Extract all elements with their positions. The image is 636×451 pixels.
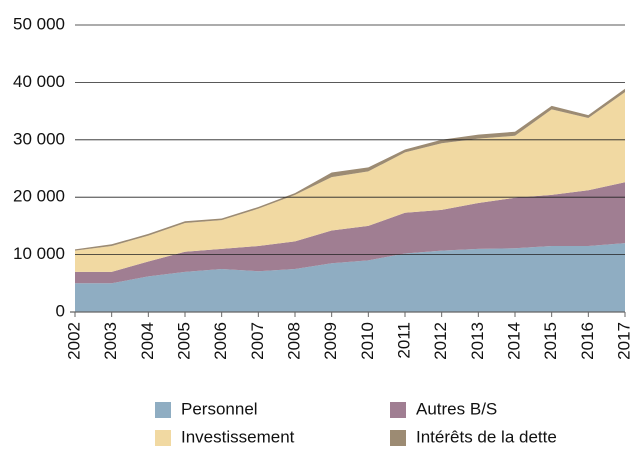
x-tick-label: 2006 bbox=[211, 322, 230, 360]
x-tick-label: 2002 bbox=[64, 322, 83, 360]
x-tick-label: 2008 bbox=[284, 322, 303, 360]
x-tick-label: 2014 bbox=[504, 322, 523, 360]
y-tick-label: 40 000 bbox=[13, 72, 65, 91]
x-tick-label: 2015 bbox=[541, 322, 560, 360]
area bbox=[75, 182, 625, 284]
legend-label: Personnel bbox=[181, 399, 258, 418]
legend-swatch bbox=[390, 402, 406, 418]
x-tick-label: 2013 bbox=[468, 322, 487, 360]
x-tick-label: 2016 bbox=[578, 322, 597, 360]
y-tick-label: 10 000 bbox=[13, 244, 65, 263]
legend-label: Investissement bbox=[181, 427, 295, 446]
x-tick-label: 2017 bbox=[614, 322, 633, 360]
y-tick-label: 0 bbox=[56, 301, 65, 320]
legend-swatch bbox=[390, 430, 406, 446]
area bbox=[75, 92, 625, 272]
y-tick-label: 20 000 bbox=[13, 187, 65, 206]
x-tick-label: 2011 bbox=[394, 322, 413, 359]
area bbox=[75, 243, 625, 312]
x-tick-label: 2009 bbox=[321, 322, 340, 360]
legend-label: Autres B/S bbox=[416, 399, 497, 418]
x-tick-label: 2004 bbox=[138, 322, 157, 360]
legend-swatch bbox=[155, 430, 171, 446]
x-tick-label: 2012 bbox=[431, 322, 450, 360]
y-tick-label: 30 000 bbox=[13, 129, 65, 148]
legend-label: Intérêts de la dette bbox=[416, 427, 557, 446]
x-tick-label: 2007 bbox=[248, 322, 267, 360]
x-tick-label: 2010 bbox=[358, 322, 377, 360]
legend-swatch bbox=[155, 402, 171, 418]
x-tick-label: 2003 bbox=[101, 322, 120, 360]
y-tick-label: 50 000 bbox=[13, 14, 65, 33]
x-tick-label: 2005 bbox=[174, 322, 193, 360]
